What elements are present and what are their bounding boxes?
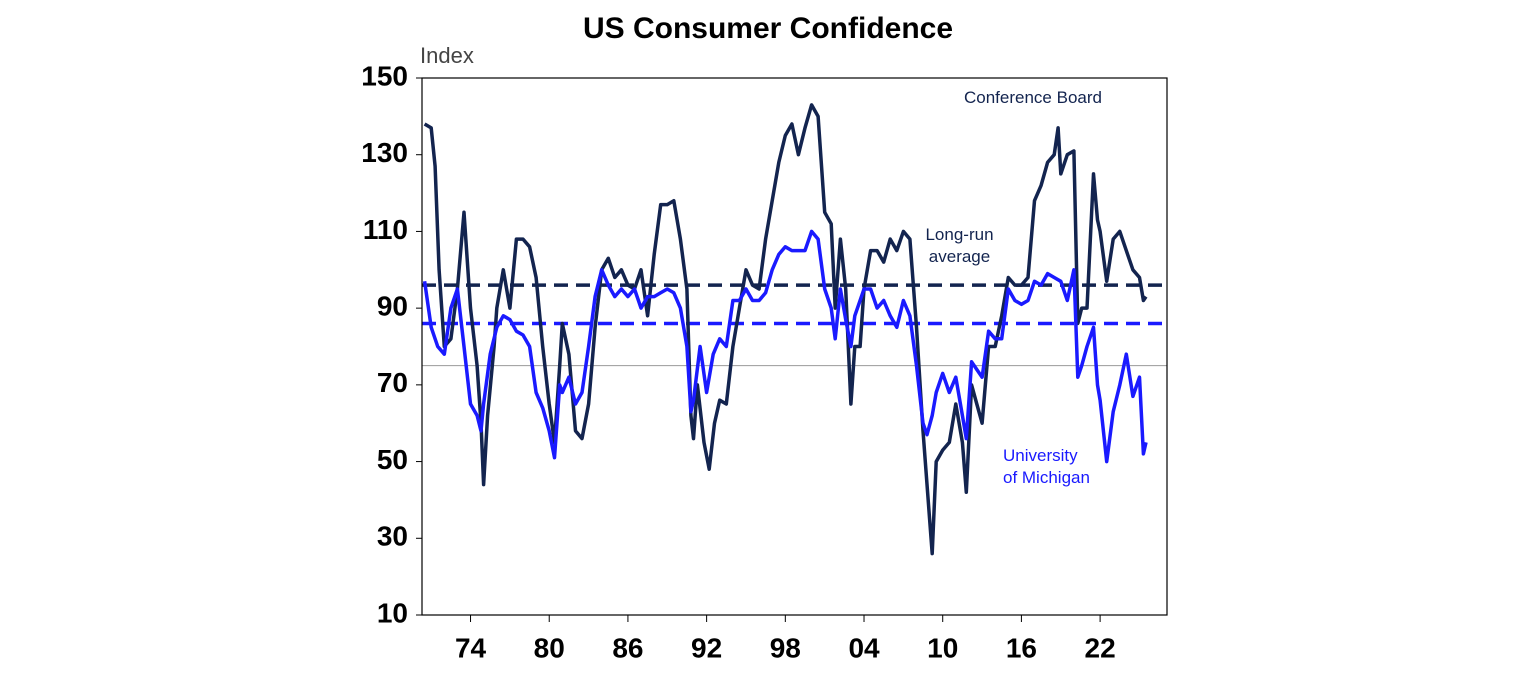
y-axis-label: Index <box>420 43 474 68</box>
x-tick-label: 16 <box>1006 632 1037 663</box>
x-tick-label: 10 <box>927 632 958 663</box>
series-line <box>422 229 1148 464</box>
x-tick-label: 22 <box>1085 632 1116 663</box>
y-tick-label: 10 <box>377 597 408 628</box>
y-tick-label: 30 <box>377 521 408 552</box>
series-label: Conference Board <box>964 88 1102 107</box>
x-tick-label: 92 <box>691 632 722 663</box>
y-tick-label: 110 <box>363 214 408 245</box>
annotation: Long-run average <box>925 225 994 266</box>
x-tick-label: 80 <box>534 632 565 663</box>
y-tick-label: 50 <box>377 444 408 475</box>
y-tick-label: 70 <box>377 367 408 398</box>
x-tick-label: 04 <box>848 632 880 663</box>
series-label: University of Michigan <box>1003 446 1090 487</box>
x-tick-label: 86 <box>612 632 643 663</box>
y-tick-label: 90 <box>377 291 408 322</box>
chart-title: US Consumer Confidence <box>583 12 953 45</box>
y-tick-label: 150 <box>361 60 408 91</box>
series-line <box>423 103 1148 556</box>
x-tick-label: 74 <box>455 632 487 663</box>
plot-frame <box>421 77 1168 616</box>
x-tick-label: 98 <box>770 632 801 663</box>
y-tick-label: 130 <box>361 137 408 168</box>
